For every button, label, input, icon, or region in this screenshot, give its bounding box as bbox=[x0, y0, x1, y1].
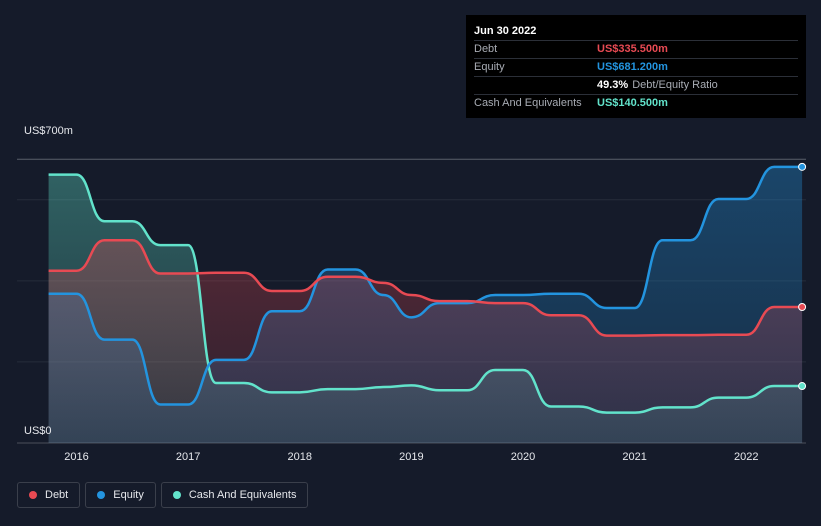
cash-dot-icon bbox=[172, 491, 181, 499]
x-tick-label: 2018 bbox=[287, 451, 312, 463]
tooltip-ratio-label: Debt/Equity Ratio bbox=[632, 79, 718, 91]
tooltip-equity-value: US$681.200m bbox=[597, 61, 668, 73]
x-tick-label: 2021 bbox=[622, 451, 647, 463]
equity-dot-icon bbox=[97, 491, 106, 499]
tooltip-equity-label: Equity bbox=[474, 61, 505, 73]
equity-series-line bbox=[48, 165, 803, 406]
end-markers bbox=[798, 162, 807, 391]
debt-series-line bbox=[48, 239, 803, 337]
tooltip-ratio-value: 49.3% bbox=[597, 79, 629, 91]
debt-end-marker bbox=[798, 302, 807, 311]
equity-end-marker bbox=[798, 162, 807, 171]
legend-item-cash[interactable]: Cash And Equivalents bbox=[160, 482, 309, 508]
tooltip-debt-value: US$335.500m bbox=[597, 43, 668, 55]
tooltip-date: Jun 30 2022 bbox=[474, 25, 537, 37]
y-axis-bottom-label: US$0 bbox=[24, 425, 52, 437]
tooltip-row-debt: Debt US$335.500m bbox=[474, 40, 798, 58]
cash-end-marker bbox=[798, 382, 807, 391]
x-tick-label: 2017 bbox=[175, 451, 201, 463]
tooltip-debt-label: Debt bbox=[474, 43, 498, 55]
tooltip-cash-label: Cash And Equivalents bbox=[474, 97, 582, 109]
legend-equity-label: Equity bbox=[113, 489, 144, 501]
series-areas bbox=[48, 166, 803, 444]
tooltip-row-cash: Cash And Equivalents US$140.500m bbox=[474, 94, 798, 112]
x-tick-label: 2022 bbox=[734, 451, 759, 463]
x-tick-label: 2019 bbox=[399, 451, 424, 463]
debt-series-area bbox=[48, 240, 803, 443]
legend-debt-label: Debt bbox=[45, 489, 69, 501]
y-axis-top-label: US$700m bbox=[24, 125, 73, 137]
legend-cash-label: Cash And Equivalents bbox=[188, 489, 297, 501]
cash-series-line bbox=[48, 173, 803, 414]
tooltip-cash-value: US$140.500m bbox=[597, 97, 668, 109]
series-lines bbox=[48, 165, 803, 414]
tooltip-row-ratio: 49.3% Debt/Equity Ratio bbox=[474, 76, 798, 94]
x-tick-label: 2020 bbox=[510, 451, 536, 463]
x-tick-label: 2016 bbox=[64, 451, 89, 463]
legend-item-debt[interactable]: Debt bbox=[17, 482, 81, 508]
debt-dot-icon bbox=[29, 491, 37, 499]
data-tooltip: Jun 30 2022 Debt US$335.500m Equity US$6… bbox=[466, 15, 806, 118]
chart-legend: Debt Equity Cash And Equivalents bbox=[17, 482, 309, 508]
legend-item-equity[interactable]: Equity bbox=[85, 482, 156, 508]
tooltip-row-equity: Equity US$681.200m bbox=[474, 58, 798, 76]
